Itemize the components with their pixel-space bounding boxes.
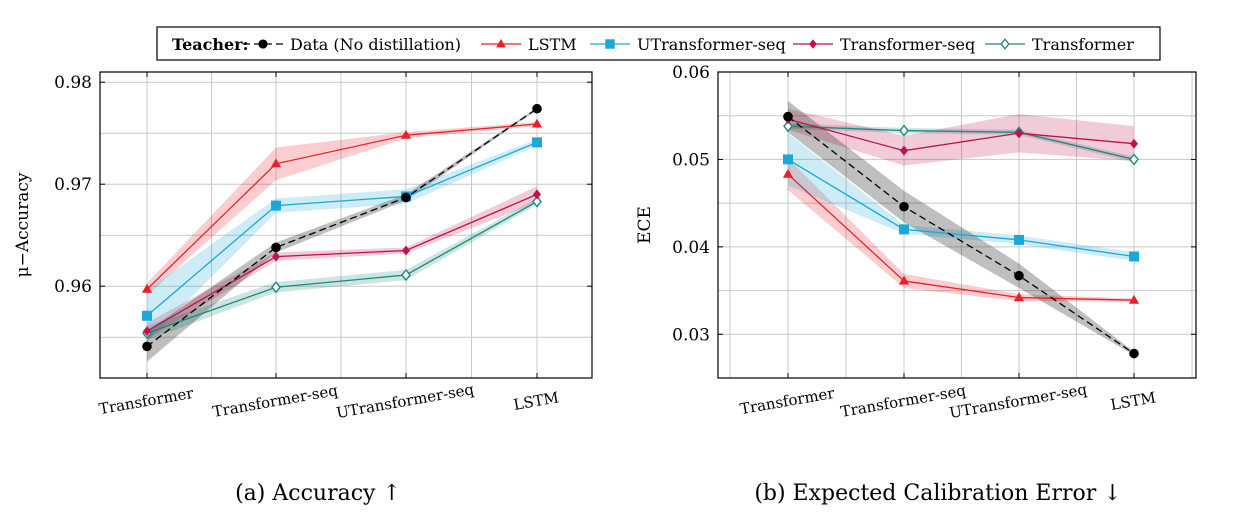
axis-frame — [99, 71, 593, 379]
point-transformer-seq — [402, 245, 410, 256]
band-utransformer-seq — [147, 139, 537, 342]
x-tick-label: Transformer-seq — [211, 381, 339, 421]
series-line-transformer-seq — [146, 193, 538, 332]
point-transformer-seq — [533, 189, 541, 200]
point-transformer — [783, 120, 793, 133]
point-transformer-seq — [272, 251, 280, 262]
point-transformer — [271, 281, 281, 294]
point-data-no-distillation — [401, 192, 411, 203]
y-axis-label: ECE — [635, 206, 655, 244]
series-line-utransformer-seq — [787, 158, 1135, 258]
point-transformer — [401, 268, 411, 282]
y-tick-label: 0.06 — [672, 63, 710, 83]
series-line-lstm — [146, 123, 538, 290]
x-tick-label: LSTM — [1109, 388, 1157, 414]
point-lstm — [141, 283, 153, 293]
point-utransformer-seq — [1129, 251, 1139, 262]
point-utransformer-seq — [783, 154, 793, 165]
point-lstm — [531, 118, 543, 128]
point-lstm — [270, 158, 282, 168]
y-tick-label: 0.98 — [54, 73, 92, 93]
legend-label-data-no-distillation: Data (No distillation) — [290, 35, 461, 54]
point-data-no-distillation — [783, 111, 793, 122]
plot-area — [100, 72, 592, 378]
series-line-utransformer-seq — [146, 141, 538, 317]
x-tick-label: Transformer — [98, 384, 196, 418]
chart-caption: (b) Expected Calibration Error ↓ — [754, 481, 1121, 506]
point-transformer — [1129, 153, 1139, 166]
point-lstm — [898, 275, 910, 285]
legend-marker-transformer-seq — [809, 39, 817, 49]
y-tick-label: 0.03 — [672, 325, 710, 345]
band-lstm — [788, 158, 1134, 302]
point-lstm — [400, 129, 412, 139]
point-utransformer-seq — [271, 200, 281, 211]
chart-caption: (a) Accuracy ↑ — [235, 481, 401, 506]
point-transformer-seq — [1015, 128, 1023, 139]
y-tick-label: 0.97 — [54, 175, 92, 195]
legend-marker-transformer — [1000, 38, 1010, 50]
legend-label-transformer: Transformer — [1032, 35, 1134, 54]
legend-marker-utransformer-seq — [605, 39, 615, 49]
legend-label-lstm: LSTM — [528, 35, 577, 54]
point-data-no-distillation — [1014, 270, 1024, 281]
band-transformer-seq — [788, 108, 1134, 166]
y-tick-label: 0.96 — [54, 277, 92, 297]
legend-label-transformer-seq: Transformer-seq — [840, 35, 975, 54]
point-lstm — [782, 168, 794, 178]
point-transformer-seq — [1130, 138, 1138, 149]
point-transformer-seq — [143, 326, 151, 337]
x-tick-label: Transformer-seq — [839, 381, 967, 421]
point-transformer — [899, 124, 909, 137]
point-data-no-distillation — [532, 103, 542, 114]
ece-chart: 0.03 0.04 0.05 0.06 Transformer Transformer-s… — [635, 63, 1197, 506]
point-transformer-seq — [900, 145, 908, 156]
legend: Teacher: Data (No distillation) LSTM UTrans… — [156, 26, 1161, 61]
legend-label-utransformer-seq: UTransformer-seq — [637, 35, 786, 54]
series-line-data-no-distillation — [146, 108, 538, 347]
point-utransformer-seq — [899, 224, 909, 235]
axis-frame — [717, 71, 1197, 379]
x-tick-label: UTransformer-seq — [335, 380, 476, 422]
band-lstm — [147, 121, 537, 296]
point-utransformer-seq — [532, 137, 542, 148]
legend-marker-lstm — [496, 38, 506, 48]
point-data-no-distillation — [899, 201, 909, 212]
plot-area — [718, 72, 1196, 378]
x-tick-label: LSTM — [512, 388, 560, 414]
series-line-lstm — [787, 173, 1135, 301]
point-data-no-distillation — [1129, 348, 1139, 359]
point-utransformer-seq — [142, 310, 152, 321]
series-line-transformer-seq — [787, 118, 1135, 152]
series-line-transformer — [146, 200, 538, 334]
point-utransformer-seq — [1014, 234, 1024, 245]
point-lstm — [1128, 294, 1140, 304]
y-tick-label: 0.04 — [672, 238, 710, 258]
accuracy-chart: 0.96 0.97 0.98 Transformer Transformer-seqUT… — [13, 71, 593, 506]
series-line-transformer — [787, 125, 1135, 161]
point-data-no-distillation — [271, 242, 281, 253]
band-utransformer-seq — [788, 133, 1134, 261]
x-tick-label: UTransformer-seq — [948, 380, 1089, 422]
x-tick-label: Transformer — [739, 384, 837, 418]
band-data-no-distillation — [788, 100, 1134, 356]
y-tick-label: 0.05 — [672, 150, 710, 170]
legend-title: Teacher: — [172, 35, 249, 54]
legend-marker-data-no-distillation — [258, 39, 268, 49]
y-axis-label: μ−Accuracy — [13, 172, 33, 277]
point-data-no-distillation — [142, 341, 152, 352]
series-line-data-no-distillation — [787, 116, 1135, 355]
point-lstm — [1013, 292, 1025, 302]
point-transformer — [532, 195, 542, 208]
